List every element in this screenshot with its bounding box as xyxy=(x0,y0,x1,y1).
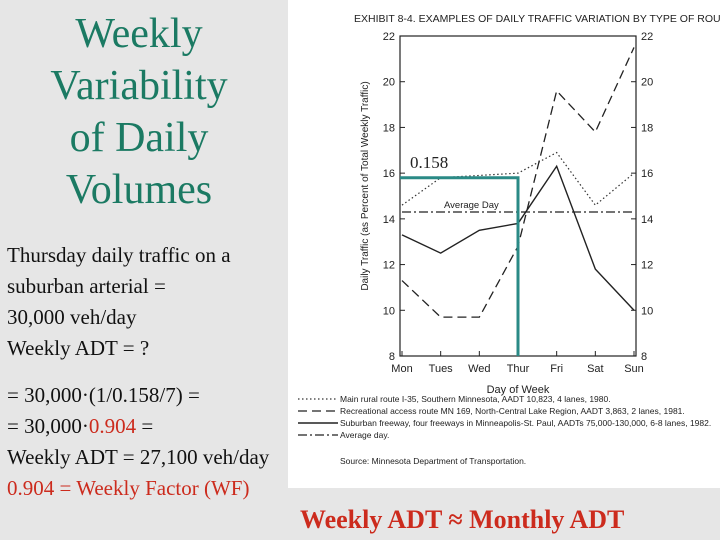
calc-line-1: = 30,000·(1/0.158/7) = xyxy=(7,383,200,407)
series-line-dotted xyxy=(401,151,635,207)
title-line-4: Volumes xyxy=(65,167,213,213)
x-tick-label: Fri xyxy=(550,363,563,375)
right-tick-label: 18 xyxy=(641,122,653,134)
right-tick-label: 14 xyxy=(641,214,653,226)
left-tick-label: 18 xyxy=(383,122,395,134)
thursday-highlight xyxy=(400,176,520,356)
daily-traffic-chart: EXHIBIT 8-4. EXAMPLES OF DAILY TRAFFIC V… xyxy=(298,13,720,466)
problem-line-2: suburban arterial = xyxy=(7,274,166,298)
left-tick-label: 22 xyxy=(383,31,395,43)
right-tick-label: 12 xyxy=(641,260,653,272)
legend-label: Average day. xyxy=(340,430,389,440)
calc-line-2-suffix: = xyxy=(136,414,154,438)
problem-statement: Thursday daily traffic on a suburban art… xyxy=(7,240,231,364)
title-line-2: Variability xyxy=(50,63,228,109)
y-axis-label: Daily Traffic (as Percent of Total Weekl… xyxy=(360,81,371,290)
title-line-3: of Daily xyxy=(69,115,209,161)
left-tick-label: 16 xyxy=(383,168,395,180)
title-line-1: Weekly xyxy=(75,11,203,57)
problem-line-3: 30,000 veh/day xyxy=(7,305,137,329)
calc-line-2-value: 0.904 xyxy=(88,414,137,438)
left-tick-label: 10 xyxy=(383,305,395,317)
x-tick-labels: Mon Tues Wed Thur Fri Sat Sun xyxy=(391,351,644,375)
x-tick-label: Sat xyxy=(587,363,604,375)
highlight-value-label: 0.158 xyxy=(410,153,448,172)
right-tick-label: 16 xyxy=(641,168,653,180)
x-tick-label: Wed xyxy=(468,363,490,375)
right-tick-label: 8 xyxy=(641,351,647,363)
legend-label: Main rural route I-35, Southern Minnesot… xyxy=(340,394,611,404)
highlight-marker-line xyxy=(400,176,520,356)
left-y-ticks: 8 10 12 14 16 18 20 22 xyxy=(383,31,405,363)
right-tick-label: 10 xyxy=(641,305,653,317)
legend: Main rural route I-35, Southern Minnesot… xyxy=(298,394,711,466)
left-tick-label: 20 xyxy=(383,77,395,89)
chart-title: EXHIBIT 8-4. EXAMPLES OF DAILY TRAFFIC V… xyxy=(354,13,720,25)
chart-background xyxy=(288,0,720,488)
slide-title: Weekly Variability of Daily Volumes xyxy=(14,8,264,216)
footer-note: Weekly ADT ≈ Monthly ADT xyxy=(300,505,625,534)
problem-line-1: Thursday daily traffic on a xyxy=(7,243,231,267)
calc-line-4: 0.904 = Weekly Factor (WF) xyxy=(7,476,250,500)
x-tick-label: Thur xyxy=(507,363,530,375)
legend-label: Suburban freeway, four freeways in Minne… xyxy=(340,418,711,428)
left-tick-label: 14 xyxy=(383,214,395,226)
x-tick-label: Sun xyxy=(624,363,644,375)
right-tick-label: 20 xyxy=(641,77,653,89)
calc-line-2-prefix: = 30,000· xyxy=(7,414,89,438)
problem-line-4: Weekly ADT = ? xyxy=(7,336,150,360)
x-axis-label: Day of Week xyxy=(487,384,550,396)
average-day-label: Average Day xyxy=(444,200,499,211)
right-tick-label: 22 xyxy=(641,31,653,43)
left-tick-label: 12 xyxy=(383,260,395,272)
right-y-ticks: 8 10 12 14 16 18 20 22 xyxy=(631,31,653,363)
x-tick-label: Mon xyxy=(391,363,412,375)
calc-line-2: = 30,000·0.904 = xyxy=(7,411,269,442)
x-tick-label: Tues xyxy=(429,363,454,375)
calculation: = 30,000·(1/0.158/7) = = 30,000·0.904 = … xyxy=(7,380,269,504)
chart-source: Source: Minnesota Department of Transpor… xyxy=(340,456,526,466)
calc-line-3: Weekly ADT = 27,100 veh/day xyxy=(7,445,270,469)
left-tick-label: 8 xyxy=(389,351,395,363)
legend-label: Recreational access route MN 169, North-… xyxy=(340,406,685,416)
